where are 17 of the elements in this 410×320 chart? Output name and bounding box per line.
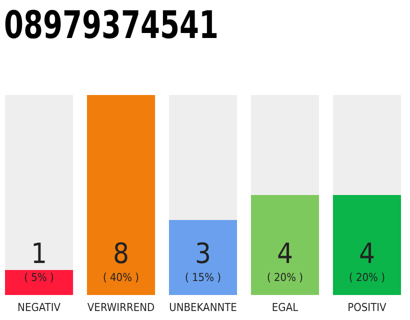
x-tick-label: VERWIRREND: [87, 300, 155, 314]
data-label: 1: [31, 237, 48, 270]
bar: [5, 270, 74, 295]
annotation: ( 20% ): [348, 271, 386, 284]
x-tick-label: NEGATIV: [18, 300, 61, 314]
annotation: ( 20% ): [266, 271, 304, 284]
x-tick-label: EGAL: [272, 300, 299, 314]
annotation: ( 40% ): [103, 271, 140, 284]
chart-title: 08979374541: [4, 4, 218, 48]
data-label: 4: [358, 237, 375, 270]
data-label: 3: [194, 237, 212, 270]
annotation: ( 15% ): [184, 271, 222, 284]
x-tick-label: POSITIV: [348, 300, 387, 314]
x-tick-label: UNBEKANNTE: [169, 300, 237, 314]
data-label: 8: [112, 237, 130, 270]
annotation: ( 5% ): [24, 271, 54, 284]
data-label: 4: [276, 237, 294, 270]
